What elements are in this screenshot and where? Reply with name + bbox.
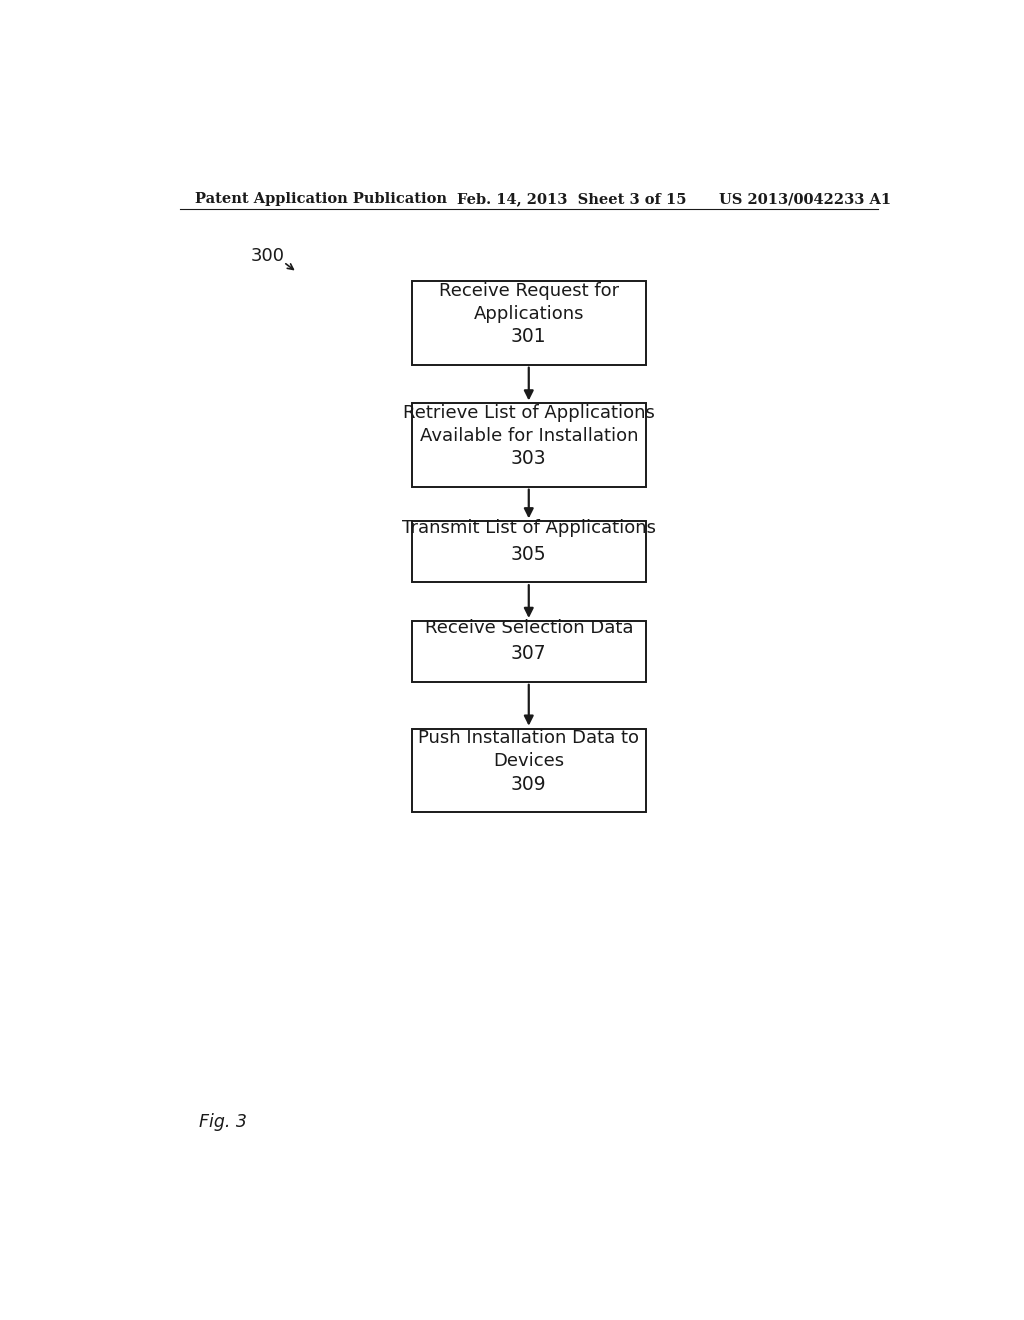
Text: Receive Selection Data: Receive Selection Data (425, 619, 633, 636)
Text: 301: 301 (511, 327, 547, 346)
Text: 305: 305 (511, 545, 547, 564)
Text: US 2013/0042233 A1: US 2013/0042233 A1 (719, 191, 891, 206)
FancyBboxPatch shape (412, 729, 646, 812)
Text: Feb. 14, 2013  Sheet 3 of 15: Feb. 14, 2013 Sheet 3 of 15 (458, 191, 687, 206)
Text: Receive Request for: Receive Request for (438, 281, 618, 300)
Text: Applications: Applications (473, 305, 584, 323)
Text: Patent Application Publication: Patent Application Publication (196, 191, 447, 206)
FancyBboxPatch shape (412, 404, 646, 487)
Text: 307: 307 (511, 644, 547, 664)
Text: 300: 300 (251, 247, 285, 265)
Text: Devices: Devices (494, 752, 564, 770)
Text: Transmit List of Applications: Transmit List of Applications (401, 519, 655, 537)
Text: Push Installation Data to: Push Installation Data to (418, 729, 639, 747)
Text: Fig. 3: Fig. 3 (200, 1113, 248, 1131)
FancyBboxPatch shape (412, 521, 646, 582)
Text: 303: 303 (511, 449, 547, 469)
Text: 309: 309 (511, 775, 547, 793)
FancyBboxPatch shape (412, 281, 646, 364)
Text: Retrieve List of Applications: Retrieve List of Applications (402, 404, 654, 421)
Text: Available for Installation: Available for Installation (420, 426, 638, 445)
FancyBboxPatch shape (412, 620, 646, 682)
